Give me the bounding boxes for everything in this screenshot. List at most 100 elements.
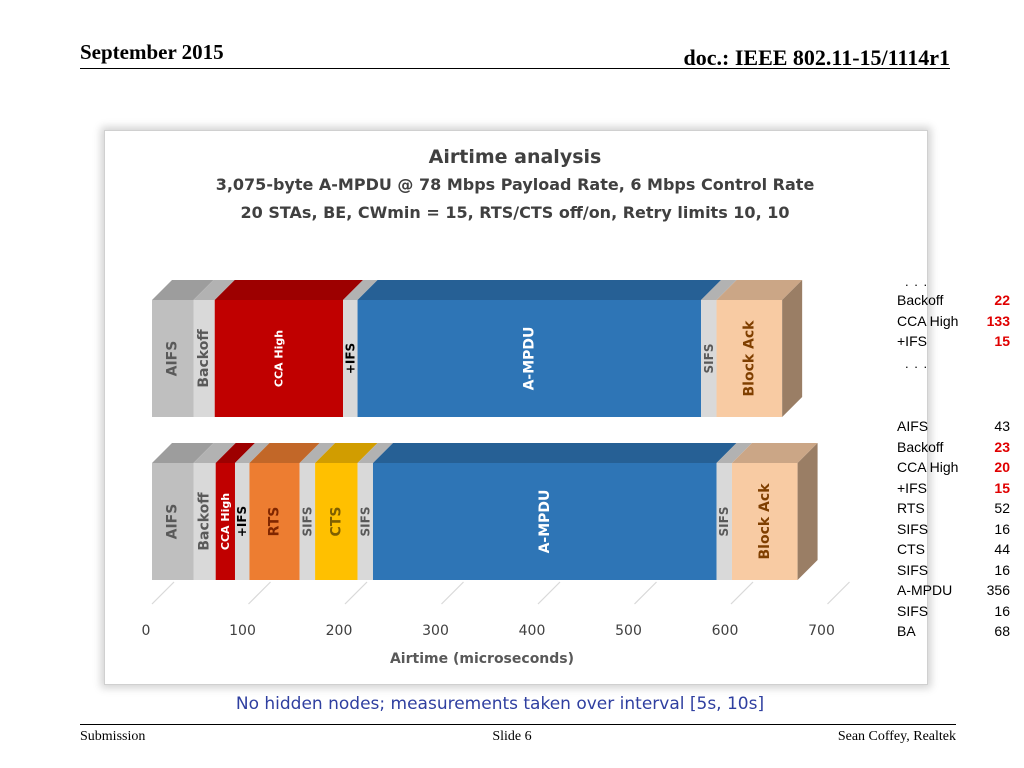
bar-segment-sifs: SIFS xyxy=(716,443,752,580)
bar-top-face xyxy=(299,443,336,463)
bar-segment-sifs: SIFS xyxy=(299,443,336,580)
breakdown-value: 22 xyxy=(994,292,1010,308)
breakdown-row: RTS 52 xyxy=(897,498,1010,518)
bar-front-face xyxy=(193,463,216,580)
chart-subtitle-line-2: 20 STAs, BE, CWmin = 15, RTS/CTS off/on,… xyxy=(241,203,790,222)
breakdown-value: 23 xyxy=(994,438,1010,455)
breakdown-label: BA xyxy=(897,623,916,639)
bar-side-face xyxy=(782,280,803,417)
x-tick-label: 600 xyxy=(712,623,739,639)
breakdown-value: 44 xyxy=(994,541,1010,557)
bar-front-face xyxy=(357,463,373,580)
bar-top-face xyxy=(315,443,378,463)
bar-side-face xyxy=(797,443,818,580)
bar-front-face xyxy=(214,300,344,417)
bar-segment-label: SIFS xyxy=(300,507,314,537)
breakdown-row: Backoff 22 xyxy=(897,290,1010,310)
bar-segment-label: AIFS xyxy=(165,504,181,540)
x-tick-label: 0 xyxy=(142,623,151,639)
bar-front-face xyxy=(701,300,717,417)
bar-segment-label: CCA High xyxy=(219,493,232,550)
breakdown-row: +IFS 15 xyxy=(897,478,1010,498)
breakdown-value: 133 xyxy=(986,312,1010,329)
bar-top-face xyxy=(372,443,737,463)
bar-segment-label: SIFS xyxy=(358,507,372,537)
gridline xyxy=(730,581,754,605)
bar-segment-label: AIFS xyxy=(165,341,181,377)
bar-front-face xyxy=(731,463,798,580)
breakdown-label: Backoff xyxy=(897,438,944,455)
bar-segment-label: CTS xyxy=(328,507,344,537)
bar-front-face xyxy=(299,463,316,580)
breakdown-row: SIFS 16 xyxy=(897,560,1010,580)
bar-front-face xyxy=(357,300,702,417)
bar-front-face xyxy=(372,463,717,580)
bar-top-face xyxy=(193,280,235,300)
x-tick-label: 700 xyxy=(808,623,835,639)
footer-slide-number: Slide 6 xyxy=(492,729,532,744)
bar-segment-block-ack: Block Ack xyxy=(716,280,803,417)
gridline xyxy=(634,581,657,605)
breakdown-value: 43 xyxy=(994,418,1010,434)
airtime-chart: Airtime analysis 3,075-byte A-MPDU @ 78 … xyxy=(142,146,850,667)
bar-segment-sifs: SIFS xyxy=(357,443,393,580)
bar-top-face xyxy=(357,443,393,463)
bar-segment-label: SIFS xyxy=(717,507,731,537)
x-tick-label: 300 xyxy=(422,623,449,639)
bar-front-face xyxy=(152,463,194,580)
bar-segment-rts: RTS xyxy=(249,443,320,580)
breakdown-row: A-MPDU 356 xyxy=(897,580,1010,600)
bar-front-face xyxy=(152,300,194,417)
breakdown-label: SIFS xyxy=(897,602,929,619)
x-tick-label: 500 xyxy=(615,623,642,639)
breakdown-row: Backoff 23 xyxy=(897,437,1010,457)
breakdown-label: RTS xyxy=(897,500,925,516)
header-doc-id: doc.: IEEE 802.11-15/1114r1 xyxy=(683,45,950,70)
bars-layer: AIFS Backoff CCA High +IFS A-MPDU SIFS Block A… xyxy=(152,280,818,580)
bar-segment-block-ack: Block Ack xyxy=(731,443,818,580)
breakdown-value: 16 xyxy=(994,561,1010,578)
breakdown-row: AIFS 43 xyxy=(897,416,1010,436)
bar-segment-label: Block Ack xyxy=(757,483,773,560)
bar-front-face xyxy=(249,463,300,580)
bar-front-face xyxy=(215,463,235,580)
bar-top-face xyxy=(343,280,378,300)
bar-segment-aifs: AIFS xyxy=(152,443,214,580)
breakdown-value: 15 xyxy=(994,479,1010,496)
footer-rule xyxy=(80,724,956,725)
gridline xyxy=(344,581,368,605)
bar-segment-label: Backoff xyxy=(197,492,213,551)
x-axis-label: Airtime (microseconds) xyxy=(390,651,574,667)
bar-segment-label: +IFS xyxy=(235,506,249,537)
bar-segment-cca-high: CCA High xyxy=(215,443,255,580)
bar-segment-cca-high: CCA High xyxy=(214,280,364,417)
bar-top-face xyxy=(357,280,722,300)
breakdown-row: CTS 44 xyxy=(897,539,1010,559)
bar-segment-label: +IFS xyxy=(343,343,357,374)
grid-layer xyxy=(151,581,850,605)
bar-segment--ifs: +IFS xyxy=(234,443,270,580)
breakdown-row: SIFS 16 xyxy=(897,601,1010,621)
breakdown-row: CCA High 133 xyxy=(897,311,1010,331)
breakdown-label: CCA High xyxy=(897,459,959,475)
breakdown-label: SIFS xyxy=(897,561,929,578)
bar-front-face xyxy=(234,463,250,580)
breakdown-label: SIFS xyxy=(897,520,929,537)
bar-front-face xyxy=(716,300,783,417)
chart-subtitle-line-1: 3,075-byte A-MPDU @ 78 Mbps Payload Rate… xyxy=(216,175,815,194)
bar-top-face xyxy=(152,280,214,300)
bar-top-face xyxy=(193,443,236,463)
bar-front-face xyxy=(716,463,732,580)
bar-segment-aifs: AIFS xyxy=(152,280,214,417)
bar-top-face xyxy=(249,443,320,463)
breakdown-label: +IFS xyxy=(897,479,927,496)
gridline xyxy=(827,581,850,605)
bar-front-face xyxy=(193,300,215,417)
bar-segment-label: CCA High xyxy=(272,330,285,387)
breakdown-label: Backoff xyxy=(897,292,944,308)
x-tick-label: 200 xyxy=(326,623,353,639)
x-tick-label: 100 xyxy=(229,623,256,639)
x-tick-label: 400 xyxy=(519,623,546,639)
bar-segment-label: Backoff xyxy=(196,329,212,388)
bar-segment-sifs: SIFS xyxy=(701,280,737,417)
